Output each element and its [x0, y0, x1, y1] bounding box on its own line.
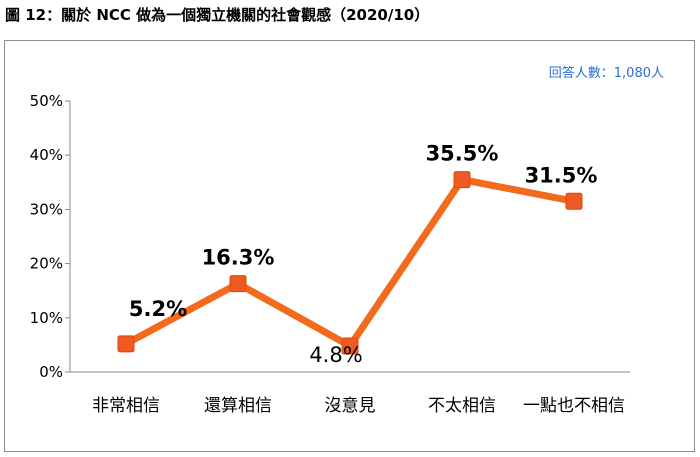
- series-line-group: [124, 176, 575, 350]
- data-value-label: 5.2%: [129, 297, 187, 321]
- x-category-label: 一點也不相信: [523, 396, 625, 416]
- y-tick-label: 20%: [30, 255, 63, 273]
- x-category-label: 不太相信: [428, 396, 496, 416]
- respondents-note: 回答人數：1,080人: [549, 65, 664, 81]
- data-point-marker: [229, 275, 247, 293]
- x-category-label: 還算相信: [204, 396, 272, 416]
- data-value-label: 35.5%: [426, 142, 499, 166]
- y-tick-label: 0%: [39, 363, 63, 381]
- x-category-label: 非常相信: [92, 396, 160, 416]
- x-category-label: 沒意見: [325, 396, 376, 416]
- y-tick-label: 30%: [30, 200, 63, 218]
- chart-frame: [4, 40, 695, 452]
- data-value-label: 4.8%: [309, 343, 362, 367]
- x-axis-labels: 非常相信 還算相信 沒意見 不太相信 一點也不相信: [92, 396, 625, 416]
- data-value-label: 16.3%: [202, 246, 275, 270]
- y-tick-label: 10%: [30, 309, 63, 327]
- y-tick-label: 40%: [30, 146, 63, 164]
- data-labels: 5.2% 16.3% 4.8% 35.5% 31.5%: [129, 142, 598, 367]
- series-line: [124, 176, 575, 350]
- data-point-marker: [117, 335, 135, 353]
- data-point-marker: [453, 171, 471, 189]
- figure-title: 圖 12：關於 NCC 做為一個獨立機關的社會觀感（2020/10）: [5, 6, 429, 24]
- y-axis-ticks: 0% 10% 20% 30% 40% 50%: [30, 92, 70, 381]
- data-point-marker: [341, 337, 359, 355]
- data-markers: [117, 171, 583, 355]
- data-value-label: 31.5%: [525, 163, 598, 187]
- y-tick-label: 50%: [30, 92, 63, 110]
- data-point-marker: [565, 192, 583, 210]
